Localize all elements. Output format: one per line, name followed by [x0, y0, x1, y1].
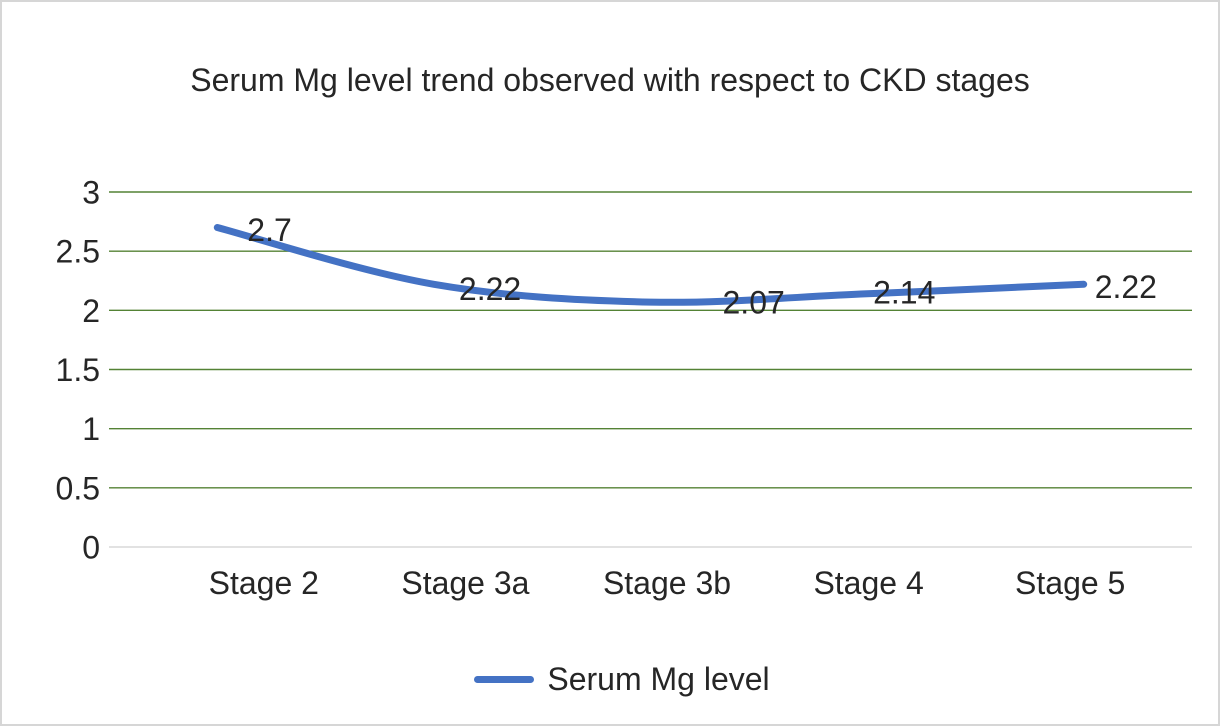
y-axis-tick-label: 0.5 — [56, 470, 100, 506]
y-axis-tick-label: 3 — [82, 175, 100, 211]
y-axis-tick-label: 0 — [82, 530, 100, 566]
chart-title: Serum Mg level trend observed with respe… — [190, 62, 1030, 98]
data-label: 2.14 — [873, 274, 935, 310]
y-axis-tick-label: 1.5 — [56, 352, 100, 388]
data-label: 2.7 — [247, 212, 291, 248]
x-axis-category-label: Stage 3a — [401, 565, 529, 601]
x-axis-category-label: Stage 2 — [209, 565, 319, 601]
series-line — [213, 224, 1088, 306]
legend: Serum Mg level — [14, 661, 1218, 698]
x-axis-category-label: Stage 5 — [1015, 565, 1125, 601]
y-axis-tick-label: 1 — [82, 411, 100, 447]
legend-series-label: Serum Mg level — [547, 661, 770, 697]
x-axis-category-label: Stage 3b — [603, 565, 731, 601]
legend-line-swatch — [474, 676, 535, 683]
data-label: 2.07 — [723, 285, 785, 321]
data-label: 2.22 — [459, 271, 521, 307]
data-label: 2.22 — [1095, 269, 1157, 305]
x-axis-category-label: Stage 4 — [813, 565, 923, 601]
y-axis-tick-label: 2.5 — [56, 234, 100, 270]
y-axis-tick-label: 2 — [82, 293, 100, 329]
